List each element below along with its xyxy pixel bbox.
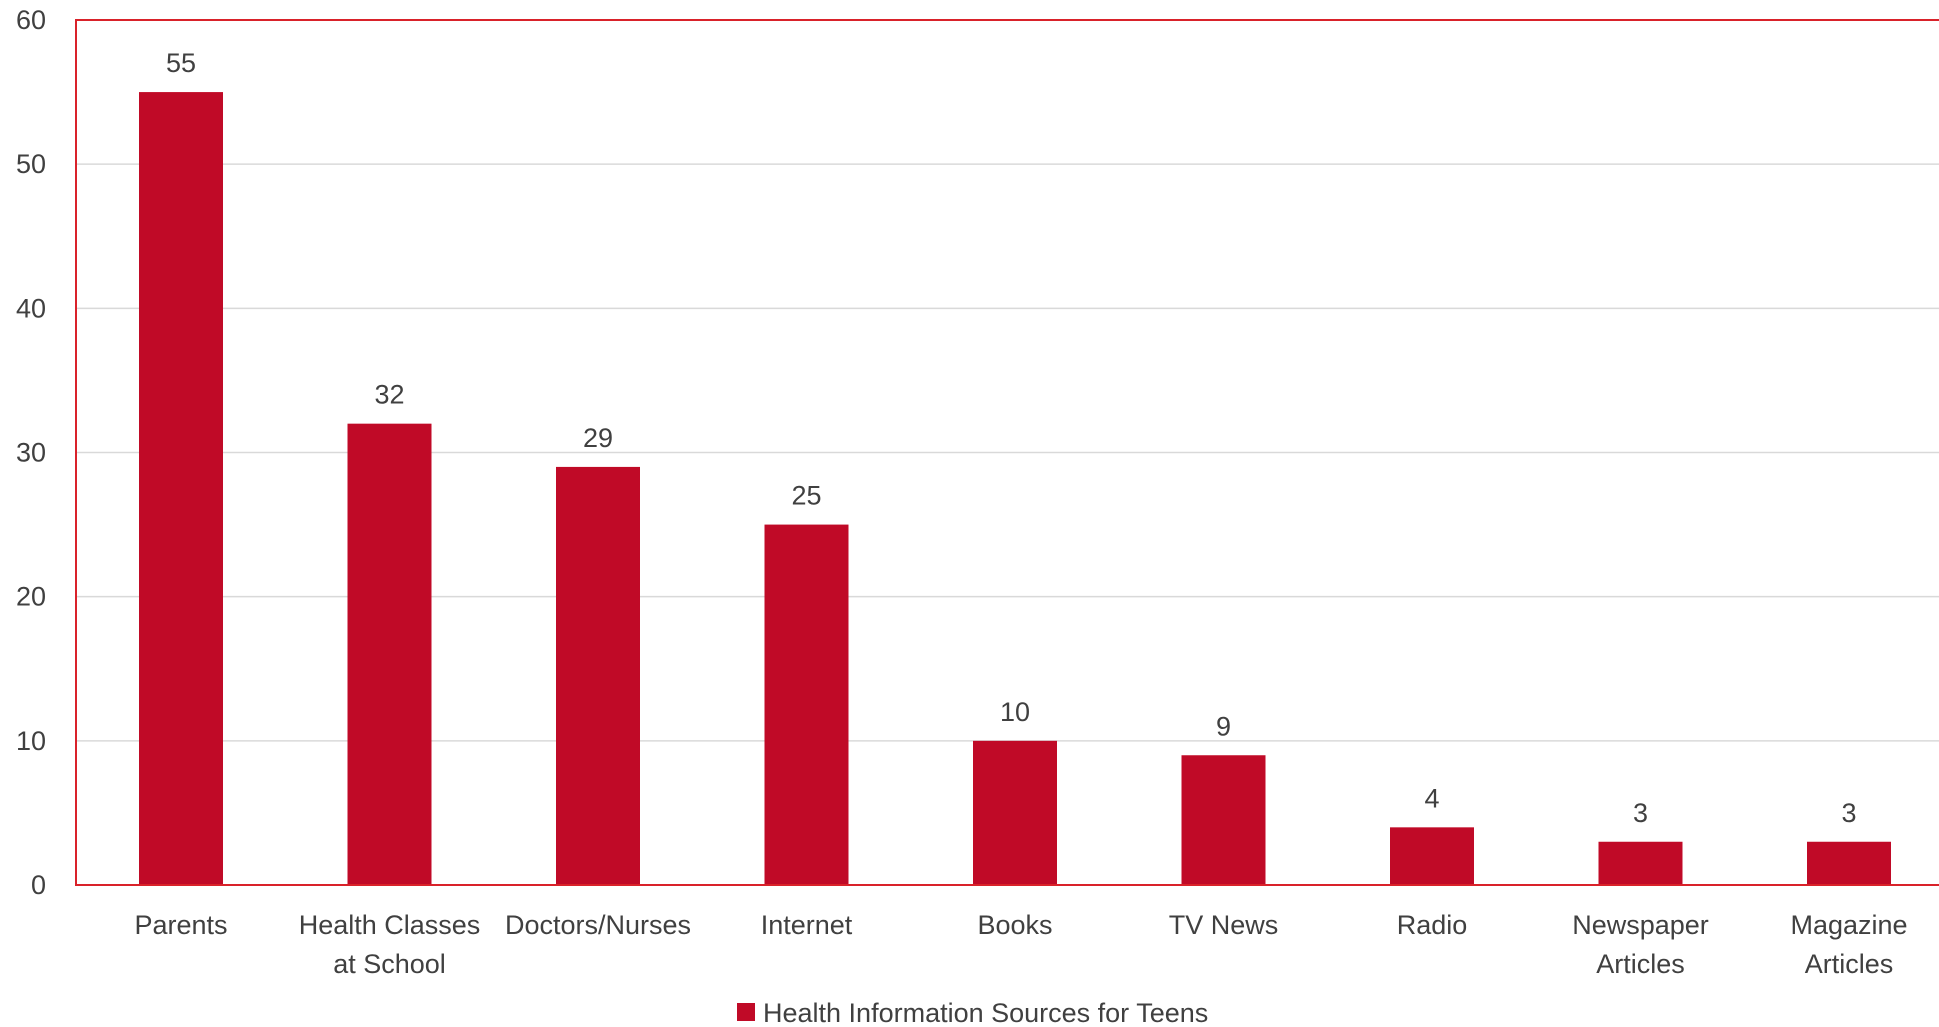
y-tick-label: 20 bbox=[16, 582, 46, 612]
x-category-label: Magazine bbox=[1790, 910, 1907, 940]
bar bbox=[1807, 841, 1891, 885]
x-category-label: Books bbox=[977, 910, 1052, 940]
x-category-label: Parents bbox=[134, 910, 227, 940]
data-label: 3 bbox=[1633, 798, 1648, 828]
y-tick-label: 40 bbox=[16, 293, 46, 323]
y-tick-label: 30 bbox=[16, 438, 46, 468]
x-category-label: Newspaper bbox=[1572, 910, 1709, 940]
y-tick-label: 50 bbox=[16, 149, 46, 179]
bar bbox=[347, 423, 432, 885]
data-label: 4 bbox=[1424, 783, 1439, 813]
bar bbox=[1390, 827, 1474, 885]
y-tick-label: 60 bbox=[16, 5, 46, 35]
x-category-label: Radio bbox=[1397, 910, 1468, 940]
x-category-label: Health Classes bbox=[299, 910, 481, 940]
data-label: 29 bbox=[583, 423, 613, 453]
x-category-label: Internet bbox=[761, 910, 853, 940]
y-tick-label: 0 bbox=[31, 870, 46, 900]
data-label: 32 bbox=[374, 380, 404, 410]
bar bbox=[764, 524, 849, 885]
data-label: 10 bbox=[1000, 697, 1030, 727]
legend-label: Health Information Sources for Teens bbox=[763, 998, 1208, 1027]
legend: Health Information Sources for Teens bbox=[737, 998, 1208, 1027]
plot-area-border bbox=[75, 19, 1939, 886]
x-category-label: Articles bbox=[1805, 949, 1894, 979]
x-category-label: Doctors/Nurses bbox=[505, 910, 691, 940]
x-category-label: at School bbox=[333, 949, 446, 979]
data-label: 3 bbox=[1841, 798, 1856, 828]
bar bbox=[1181, 755, 1266, 885]
data-label: 9 bbox=[1216, 711, 1231, 741]
x-category-label: Articles bbox=[1596, 949, 1685, 979]
data-label: 25 bbox=[791, 481, 821, 511]
bar bbox=[556, 466, 640, 885]
x-axis: Parents Health Classes at School Doctors/Nu… bbox=[134, 910, 1907, 979]
y-axis: 0 10 20 30 40 50 60 bbox=[16, 5, 46, 900]
bar bbox=[139, 92, 223, 886]
x-category-label: TV News bbox=[1169, 910, 1279, 940]
bar bbox=[1598, 841, 1683, 885]
data-labels: 55 32 29 25 10 9 4 3 3 bbox=[166, 48, 1857, 828]
bar bbox=[973, 740, 1057, 885]
y-tick-label: 10 bbox=[16, 726, 46, 756]
data-label: 55 bbox=[166, 48, 196, 78]
bar-series bbox=[139, 92, 1891, 886]
legend-swatch bbox=[737, 1003, 755, 1021]
